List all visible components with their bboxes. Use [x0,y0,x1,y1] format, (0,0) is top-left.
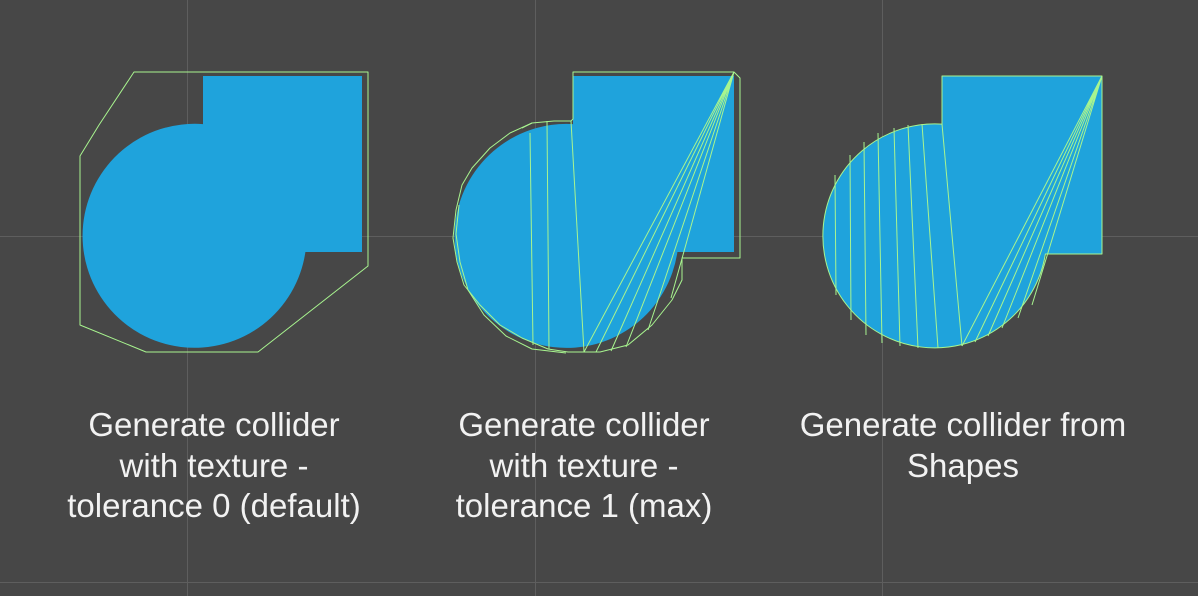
sprite-shape-3 [822,76,1102,348]
collider-outline-2 [452,71,741,354]
caption-panel-2: Generate collider with texture - toleran… [404,405,764,527]
caption-line: with texture - [489,446,679,484]
sprite-panel-2[interactable] [452,71,741,354]
sprite-panel-1[interactable] [79,71,369,353]
caption-line: Generate collider [458,406,710,443]
caption-line: tolerance 1 (max) [455,487,713,524]
sprite-panel-3[interactable] [822,75,1103,349]
collider-outline-3 [822,75,1103,349]
sprite-shape-1 [82,76,362,348]
collider-outline-1 [79,71,369,353]
caption-line: Generate collider from [799,406,1127,443]
caption-line: with texture - [119,446,309,484]
caption-line: tolerance 0 (default) [67,487,361,524]
caption-panel-1: Generate collider with texture - toleran… [34,405,394,527]
caption-line: Generate collider [88,406,340,443]
sprite-shape-2 [454,76,734,348]
caption-line: Shapes [907,446,1019,484]
caption-panel-3: Generate collider from Shapes [783,405,1143,486]
